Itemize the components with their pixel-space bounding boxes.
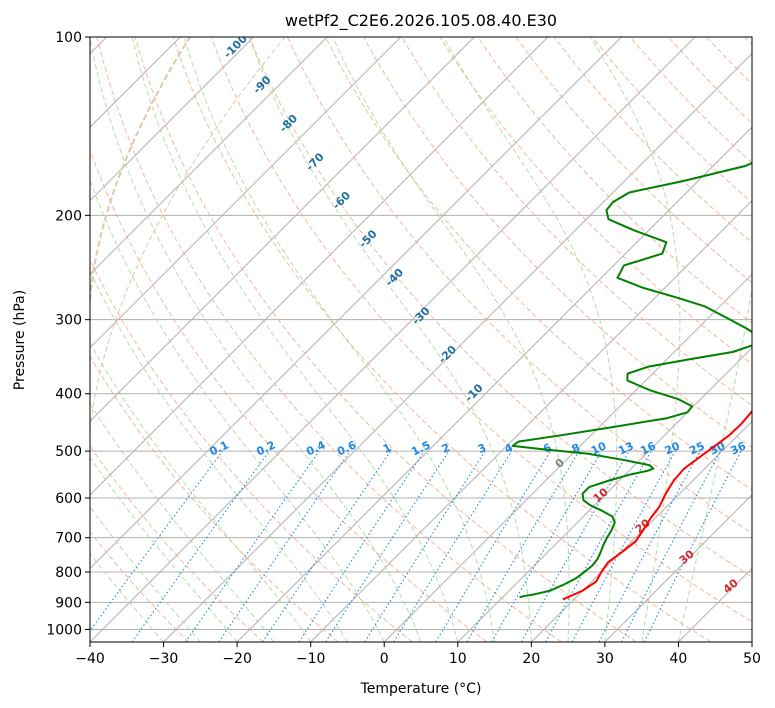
moist-adiabat bbox=[183, 37, 496, 642]
mixing-ratio-label: 20 bbox=[663, 439, 683, 457]
isotherm-line bbox=[383, 273, 752, 642]
mixing-ratio-label: 10 bbox=[589, 439, 609, 457]
mixing-ratio-line bbox=[393, 450, 513, 642]
dewpoint-profile-line bbox=[511, 161, 752, 599]
mixing-ratio-line bbox=[520, 450, 630, 642]
mixing-ratio-line bbox=[643, 450, 742, 642]
mixing-ratio-label: 13 bbox=[616, 439, 635, 457]
dry-adiabat bbox=[325, 37, 752, 491]
x-tick-label: −20 bbox=[222, 651, 252, 667]
mixing-ratio-label: 25 bbox=[687, 439, 706, 457]
plot-frame bbox=[89, 36, 753, 643]
moist-adiabat bbox=[677, 285, 752, 642]
isotherm-line bbox=[90, 37, 255, 202]
moist-adiabat bbox=[131, 37, 459, 642]
dry-adiabat bbox=[248, 37, 752, 578]
x-tick-label: 20 bbox=[522, 651, 540, 667]
x-tick-label: 0 bbox=[380, 651, 389, 667]
y-tick-label: 700 bbox=[55, 531, 82, 547]
mixing-ratio-line bbox=[131, 450, 270, 642]
cloud-arc-line bbox=[90, 37, 191, 301]
y-tick-label: 900 bbox=[55, 595, 82, 611]
moist-adiabat bbox=[442, 37, 618, 642]
dry-adiabat bbox=[90, 148, 488, 642]
y-tick-label: 200 bbox=[55, 208, 82, 224]
dry-adiabat bbox=[401, 37, 752, 407]
chart-title: wetPf2_C2E6.2026.105.08.40.E30 bbox=[285, 11, 557, 31]
x-axis-ticks: −40 −30 −20 −10 0 10 20 30 40 50 bbox=[75, 642, 761, 667]
dry-adiabat bbox=[210, 37, 752, 623]
y-axis-label: Pressure (hPa) bbox=[12, 290, 28, 390]
mixing-ratio-label: 30 bbox=[708, 439, 728, 457]
mixing-ratio-line bbox=[298, 450, 425, 642]
isotherm-line bbox=[457, 347, 752, 642]
moist-adiabat bbox=[590, 37, 681, 642]
temperature-profile-line bbox=[562, 409, 752, 601]
mixing-ratio-lines bbox=[90, 450, 742, 642]
y-tick-label: 300 bbox=[55, 313, 82, 329]
y-tick-label: 500 bbox=[55, 444, 82, 460]
moist-adiabat bbox=[90, 37, 422, 642]
dry-adiabat bbox=[90, 355, 339, 642]
x-tick-label: −30 bbox=[149, 651, 179, 667]
isotherm-line bbox=[163, 52, 752, 642]
y-tick-label: 600 bbox=[55, 491, 82, 507]
isotherm-line bbox=[236, 126, 752, 642]
mixing-ratio-line bbox=[325, 450, 450, 642]
y-tick-label: 400 bbox=[55, 387, 82, 403]
dry-adiabat bbox=[515, 37, 752, 284]
dry-adiabat bbox=[134, 37, 637, 642]
x-axis-label: Temperature (°C) bbox=[360, 681, 482, 697]
isotherm-line bbox=[90, 37, 622, 570]
isotherm-line bbox=[90, 37, 475, 423]
mixing-ratio-line bbox=[185, 450, 320, 642]
isotherm-line bbox=[90, 37, 549, 496]
isobar-gridlines bbox=[90, 37, 752, 630]
x-tick-label: 30 bbox=[596, 651, 614, 667]
x-tick-label: 50 bbox=[743, 651, 761, 667]
moist-adiabat bbox=[248, 37, 532, 642]
mixing-ratio-label: 16 bbox=[638, 439, 658, 457]
moist-adiabat bbox=[90, 178, 385, 642]
mixing-ratio-label: 36 bbox=[729, 439, 749, 457]
y-axis-ticks: 100 200 300 400 500 600 700 800 900 1000 bbox=[46, 30, 90, 638]
x-tick-label: −40 bbox=[75, 651, 105, 667]
x-tick-label: −10 bbox=[296, 651, 326, 667]
x-tick-label: 10 bbox=[449, 651, 467, 667]
moist-adiabats bbox=[90, 37, 752, 642]
dry-adiabat bbox=[96, 37, 562, 642]
moist-adiabat bbox=[90, 341, 312, 642]
mixing-ratio-line bbox=[218, 450, 351, 642]
dry-adiabat bbox=[172, 37, 712, 642]
dry-adiabat bbox=[90, 445, 264, 642]
isotherm-line bbox=[90, 37, 328, 275]
isotherm-line bbox=[530, 420, 752, 642]
mixing-ratio-line bbox=[90, 450, 223, 632]
profile-series bbox=[511, 161, 752, 601]
dry-adiabat bbox=[90, 531, 190, 642]
cloud-arc-line bbox=[90, 37, 286, 431]
dry-adiabat bbox=[477, 37, 752, 324]
dry-adiabats bbox=[90, 37, 752, 642]
isotherm-line bbox=[90, 37, 402, 349]
moist-adiabat bbox=[90, 269, 348, 642]
moist-adiabat bbox=[332, 37, 570, 642]
mixing-ratio-line bbox=[545, 450, 652, 642]
mixing-ratio-line bbox=[262, 450, 391, 642]
cloud-arc bbox=[90, 37, 286, 431]
isotherm-line bbox=[604, 494, 752, 642]
y-tick-label: 1000 bbox=[46, 622, 82, 638]
mixing-ratio-line bbox=[571, 450, 676, 642]
y-tick-label: 800 bbox=[55, 565, 82, 581]
dry-adiabat bbox=[90, 258, 413, 642]
y-tick-label: 100 bbox=[55, 30, 82, 46]
x-tick-label: 40 bbox=[670, 651, 688, 667]
